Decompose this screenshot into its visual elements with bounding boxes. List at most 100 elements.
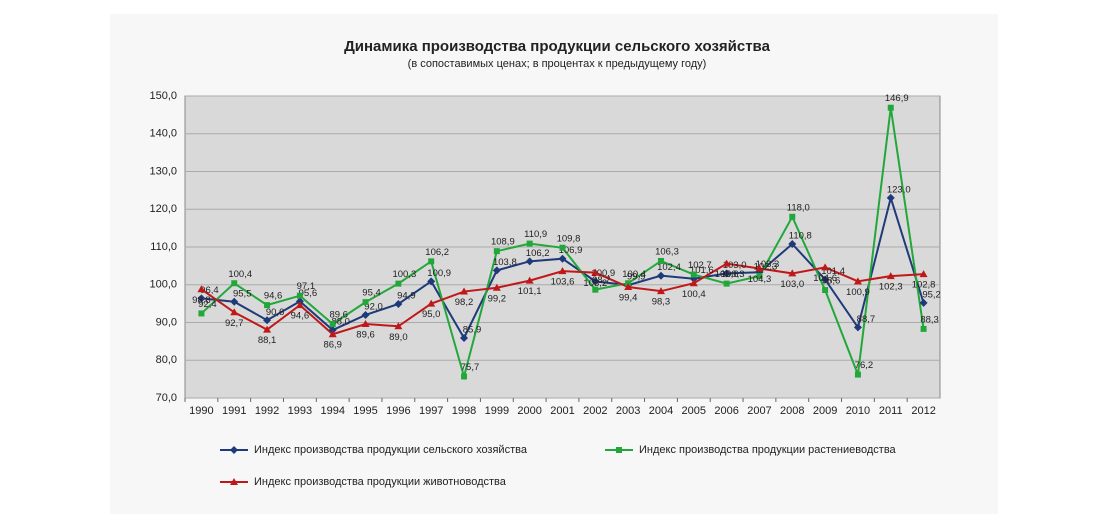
marker: [263, 316, 272, 325]
marker: [920, 325, 927, 332]
marker: [559, 244, 566, 251]
marker: [723, 280, 730, 287]
marker: [264, 302, 271, 309]
marker: [853, 277, 862, 285]
data-label: 98,2: [455, 297, 474, 308]
data-label: 88,0: [331, 317, 350, 328]
data-label: 95,0: [422, 309, 441, 320]
marker: [591, 268, 600, 276]
data-label: 89,6: [356, 330, 375, 341]
marker: [329, 321, 336, 328]
x-tick-label: 1993: [288, 405, 312, 417]
y-tick-label: 120,0: [149, 203, 177, 215]
data-label: 98,8: [192, 295, 211, 306]
marker: [460, 287, 469, 295]
data-label: 89,0: [389, 332, 408, 343]
data-label: 106,2: [526, 248, 550, 259]
marker: [722, 269, 731, 278]
data-label: 94,6: [291, 311, 310, 322]
data-label: 108,9: [491, 237, 515, 248]
marker: [492, 266, 501, 275]
marker: [624, 283, 633, 291]
data-label: 103,6: [551, 277, 575, 288]
marker: [689, 279, 698, 287]
data-label: 110,8: [789, 230, 812, 241]
data-label: 88,7: [857, 314, 876, 325]
chart-subtitle: (в сопоставимых ценах; в процентах к пре…: [408, 58, 707, 70]
chart-title: Динамика производства продукции сельског…: [344, 38, 771, 55]
data-label: 98,7: [592, 275, 611, 286]
data-label: 94,6: [264, 291, 283, 302]
data-label: 101,1: [518, 286, 542, 297]
marker: [328, 326, 337, 335]
marker: [263, 325, 272, 333]
y-tick-label: 70,0: [156, 392, 177, 404]
marker: [722, 259, 731, 267]
marker: [887, 104, 894, 111]
marker: [395, 280, 402, 287]
marker: [886, 193, 895, 202]
legend-label: Индекс производства продукции животновод…: [254, 476, 507, 488]
x-tick-label: 1999: [485, 405, 509, 417]
marker: [230, 446, 238, 454]
x-tick-label: 2002: [583, 405, 607, 417]
data-label: 102,7: [688, 260, 712, 271]
marker: [821, 275, 830, 284]
x-tick-label: 1994: [320, 405, 344, 417]
data-label: 106,3: [655, 246, 679, 257]
data-label: 95,5: [233, 288, 252, 299]
marker: [230, 478, 238, 485]
marker: [592, 286, 599, 293]
data-label: 102,3: [879, 282, 903, 293]
y-tick-label: 100,0: [149, 279, 177, 291]
data-label: 95,2: [922, 289, 941, 300]
marker: [558, 254, 567, 263]
marker: [427, 277, 436, 286]
data-label: 146,9: [885, 93, 909, 104]
marker: [854, 371, 861, 378]
x-tick-label: 2003: [616, 405, 640, 417]
data-label: 85,9: [463, 324, 482, 335]
data-label: 100,3: [392, 269, 416, 280]
y-tick-label: 90,0: [156, 316, 177, 328]
data-label: 106,9: [559, 245, 583, 256]
data-label: 99,9: [627, 272, 646, 283]
data-label: 100,4: [622, 269, 646, 280]
marker: [853, 323, 862, 332]
data-label: 123,0: [887, 184, 911, 195]
marker: [756, 273, 763, 280]
x-tick-label: 2006: [714, 405, 738, 417]
marker: [296, 292, 303, 299]
marker: [231, 280, 238, 287]
data-label: 110,9: [524, 229, 547, 240]
data-label: 96,4: [200, 285, 219, 296]
x-tick-label: 1991: [222, 405, 246, 417]
marker: [919, 298, 928, 307]
x-tick-label: 2001: [550, 405, 574, 417]
data-label: 100,3: [721, 269, 745, 280]
marker: [591, 277, 600, 286]
marker: [656, 287, 665, 295]
y-tick-label: 140,0: [149, 128, 177, 140]
data-label: 99,4: [619, 293, 638, 304]
data-label: 101,6: [690, 265, 714, 276]
data-label: 109,8: [557, 233, 581, 244]
data-label: 100,9: [427, 268, 451, 279]
x-tick-label: 2004: [649, 405, 673, 417]
data-label: 104,6: [813, 273, 837, 284]
data-label: 90,6: [266, 307, 285, 318]
marker: [755, 264, 764, 272]
x-tick-label: 2009: [813, 405, 837, 417]
marker: [657, 257, 664, 264]
marker: [394, 300, 403, 309]
x-tick-label: 1996: [386, 405, 410, 417]
data-label: 86,9: [323, 340, 342, 351]
x-tick-label: 2011: [879, 405, 903, 417]
data-label: 101,4: [821, 266, 845, 277]
marker: [558, 267, 567, 275]
x-tick-label: 1992: [255, 405, 279, 417]
marker: [789, 213, 796, 220]
marker: [230, 308, 239, 316]
marker: [197, 285, 206, 293]
